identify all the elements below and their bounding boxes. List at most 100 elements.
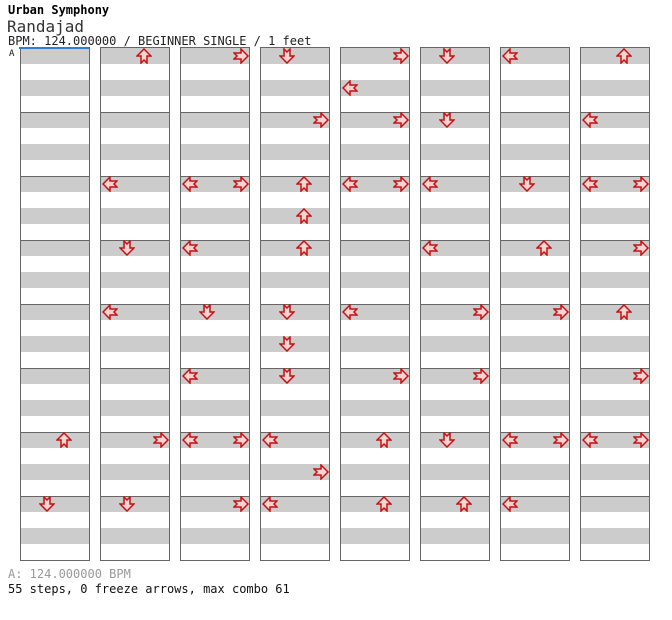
measure-separator xyxy=(21,240,89,241)
measure-separator xyxy=(501,368,569,369)
step-arrow-right-icon xyxy=(632,432,649,448)
chart-column xyxy=(100,47,170,561)
step-arrow-right-icon xyxy=(312,112,329,128)
measure-separator xyxy=(341,240,409,241)
bpm-marker-line xyxy=(19,47,89,49)
measure-separator xyxy=(501,496,569,497)
measure-separator xyxy=(261,240,329,241)
bpm-difficulty-info: BPM: 124.000000 / BEGINNER SINGLE / 1 fe… xyxy=(8,34,312,48)
step-arrow-down-icon xyxy=(38,496,55,512)
measure-separator xyxy=(181,368,249,369)
step-arrow-left-icon xyxy=(581,112,598,128)
step-arrow-down-icon xyxy=(118,496,135,512)
chart-column xyxy=(500,47,570,561)
step-arrow-right-icon xyxy=(392,176,409,192)
measure-separator xyxy=(101,432,169,433)
step-arrow-right-icon xyxy=(232,496,249,512)
measure-separator xyxy=(421,112,489,113)
step-arrow-right-icon xyxy=(152,432,169,448)
measure-separator xyxy=(501,432,569,433)
measure-separator xyxy=(101,240,169,241)
step-arrow-left-icon xyxy=(581,176,598,192)
step-arrow-left-icon xyxy=(101,304,118,320)
step-arrow-left-icon xyxy=(501,432,518,448)
step-arrow-left-icon xyxy=(421,176,438,192)
step-arrow-left-icon xyxy=(501,48,518,64)
step-arrow-up-icon xyxy=(55,432,72,448)
step-arrow-right-icon xyxy=(632,368,649,384)
step-arrow-up-icon xyxy=(535,240,552,256)
step-arrow-left-icon xyxy=(421,240,438,256)
measure-separator xyxy=(581,112,649,113)
step-arrow-down-icon xyxy=(278,368,295,384)
step-arrow-up-icon xyxy=(375,432,392,448)
step-arrow-left-icon xyxy=(261,432,278,448)
chart-column xyxy=(580,47,650,561)
step-arrow-up-icon xyxy=(375,496,392,512)
measure-separator xyxy=(101,368,169,369)
measure-separator xyxy=(181,304,249,305)
measure-separator xyxy=(261,304,329,305)
chart-column xyxy=(180,47,250,561)
measure-separator xyxy=(421,176,489,177)
step-arrow-left-icon xyxy=(181,432,198,448)
step-arrow-down-icon xyxy=(438,432,455,448)
step-arrow-right-icon xyxy=(392,112,409,128)
measure-separator xyxy=(581,176,649,177)
measure-separator xyxy=(181,240,249,241)
step-arrow-down-icon xyxy=(278,48,295,64)
step-arrow-left-icon xyxy=(341,176,358,192)
step-arrow-down-icon xyxy=(278,336,295,352)
step-arrow-right-icon xyxy=(232,176,249,192)
measure-separator xyxy=(181,176,249,177)
measure-separator xyxy=(581,304,649,305)
measure-separator xyxy=(581,496,649,497)
measure-separator xyxy=(341,304,409,305)
measure-separator xyxy=(261,112,329,113)
footer-bpm-label: A: 124.000000 BPM xyxy=(8,567,131,581)
chart-column xyxy=(20,47,90,561)
measure-separator xyxy=(581,432,649,433)
step-arrow-up-icon xyxy=(295,240,312,256)
step-arrow-left-icon xyxy=(181,368,198,384)
measure-separator xyxy=(421,304,489,305)
step-arrow-up-icon xyxy=(295,176,312,192)
step-arrow-down-icon xyxy=(438,112,455,128)
step-arrow-right-icon xyxy=(472,304,489,320)
footer-step-stats: 55 steps, 0 freeze arrows, max combo 61 xyxy=(8,582,290,596)
measure-separator xyxy=(181,432,249,433)
measure-separator xyxy=(581,240,649,241)
step-arrow-right-icon xyxy=(472,368,489,384)
measure-separator xyxy=(21,496,89,497)
step-arrow-left-icon xyxy=(181,240,198,256)
measure-separator xyxy=(101,176,169,177)
measure-separator xyxy=(341,112,409,113)
step-arrow-right-icon xyxy=(632,240,649,256)
step-arrow-left-icon xyxy=(341,80,358,96)
step-arrow-down-icon xyxy=(438,48,455,64)
step-arrow-right-icon xyxy=(552,432,569,448)
measure-separator xyxy=(21,432,89,433)
measure-separator xyxy=(181,496,249,497)
measure-separator xyxy=(341,496,409,497)
measure-separator xyxy=(101,304,169,305)
measure-separator xyxy=(21,112,89,113)
measure-separator xyxy=(261,368,329,369)
measure-separator xyxy=(261,432,329,433)
measure-separator xyxy=(421,240,489,241)
step-arrow-left-icon xyxy=(581,432,598,448)
chart-column xyxy=(340,47,410,561)
measure-separator xyxy=(101,496,169,497)
step-arrow-left-icon xyxy=(101,176,118,192)
measure-separator xyxy=(181,112,249,113)
step-arrow-right-icon xyxy=(632,176,649,192)
measure-separator xyxy=(421,368,489,369)
bpm-marker-label: A xyxy=(9,49,15,59)
step-arrow-down-icon xyxy=(118,240,135,256)
step-arrow-left-icon xyxy=(341,304,358,320)
measure-separator xyxy=(341,432,409,433)
measure-separator xyxy=(501,304,569,305)
measure-separator xyxy=(21,368,89,369)
measure-separator xyxy=(581,368,649,369)
measure-separator xyxy=(501,176,569,177)
